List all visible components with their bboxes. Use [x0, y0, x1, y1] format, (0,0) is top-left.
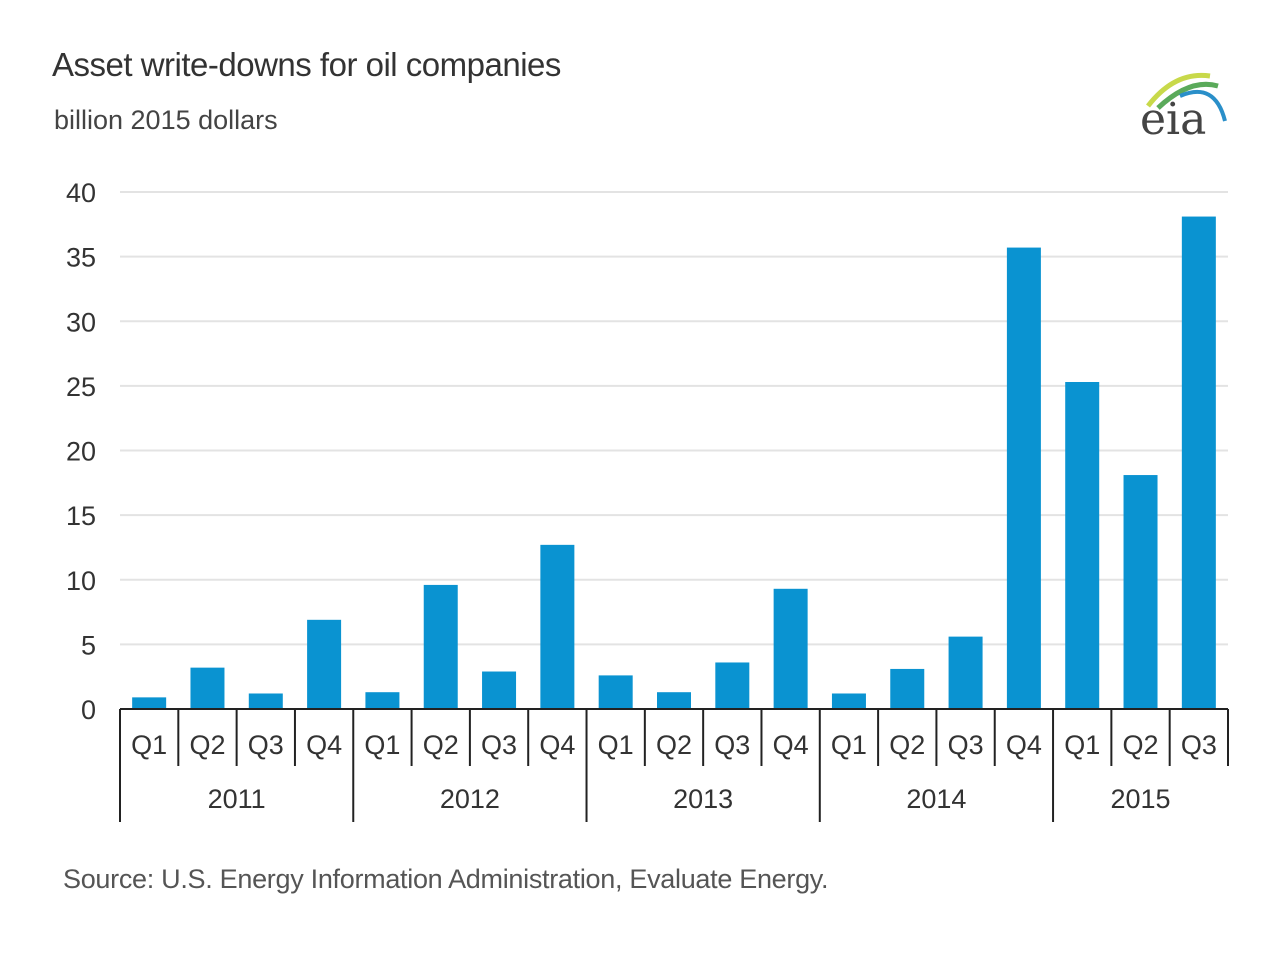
y-tick-label: 15 [66, 501, 96, 531]
year-label: 2011 [208, 784, 266, 814]
logo-arcs-icon [1146, 72, 1227, 122]
x-tick-label: Q4 [1006, 730, 1042, 760]
x-tick-label: Q4 [306, 730, 342, 760]
y-tick-label: 40 [66, 178, 96, 208]
year-label: 2013 [673, 784, 733, 814]
x-tick-label: Q3 [714, 730, 750, 760]
x-tick-label: Q1 [1064, 730, 1100, 760]
bar [423, 584, 458, 709]
y-tick-label: 10 [66, 566, 96, 596]
bar [890, 668, 925, 709]
year-label: 2015 [1110, 784, 1170, 814]
x-tick-label: Q3 [481, 730, 517, 760]
x-tick-label: Q2 [423, 730, 459, 760]
bar [248, 693, 283, 709]
y-tick-label: 25 [66, 372, 96, 402]
chart-subtitle: billion 2015 dollars [54, 105, 278, 135]
bar [540, 544, 575, 709]
bar [307, 619, 342, 709]
source-note: Source: U.S. Energy Information Administ… [63, 864, 829, 894]
chart-title: Asset write-downs for oil companies [52, 46, 561, 83]
x-tick-label: Q4 [539, 730, 575, 760]
x-tick-label: Q3 [248, 730, 284, 760]
eia-logo: eia [1130, 66, 1240, 150]
logo-text: eia [1140, 94, 1207, 145]
bar [831, 693, 866, 709]
x-tick-label: Q1 [364, 730, 400, 760]
x-tick-label: Q3 [948, 730, 984, 760]
y-tick-label: 35 [66, 243, 96, 273]
bar [482, 671, 517, 709]
y-tick-label: 5 [81, 630, 96, 660]
x-tick-label: Q1 [131, 730, 167, 760]
bar [773, 588, 808, 709]
bar [1065, 381, 1100, 709]
x-tick-label: Q1 [831, 730, 867, 760]
x-tick-label: Q2 [1123, 730, 1159, 760]
year-label: 2012 [440, 784, 500, 814]
y-tick-label: 20 [66, 437, 96, 467]
x-tick-label: Q4 [773, 730, 809, 760]
x-tick-label: Q2 [656, 730, 692, 760]
x-tick-label: Q2 [189, 730, 225, 760]
y-tick-label: 30 [66, 307, 96, 337]
year-label: 2014 [906, 784, 966, 814]
bar [657, 692, 691, 709]
bar [948, 636, 983, 709]
bar [598, 675, 633, 709]
bar [715, 662, 750, 709]
bar [1006, 247, 1041, 709]
bar [190, 667, 225, 709]
bar [1181, 216, 1216, 709]
x-tick-label: Q2 [889, 730, 925, 760]
bar [1123, 475, 1158, 709]
x-tick-label: Q3 [1181, 730, 1217, 760]
bar [365, 692, 400, 709]
x-tick-label: Q1 [598, 730, 634, 760]
bar [132, 697, 167, 709]
y-tick-label: 0 [81, 695, 96, 725]
